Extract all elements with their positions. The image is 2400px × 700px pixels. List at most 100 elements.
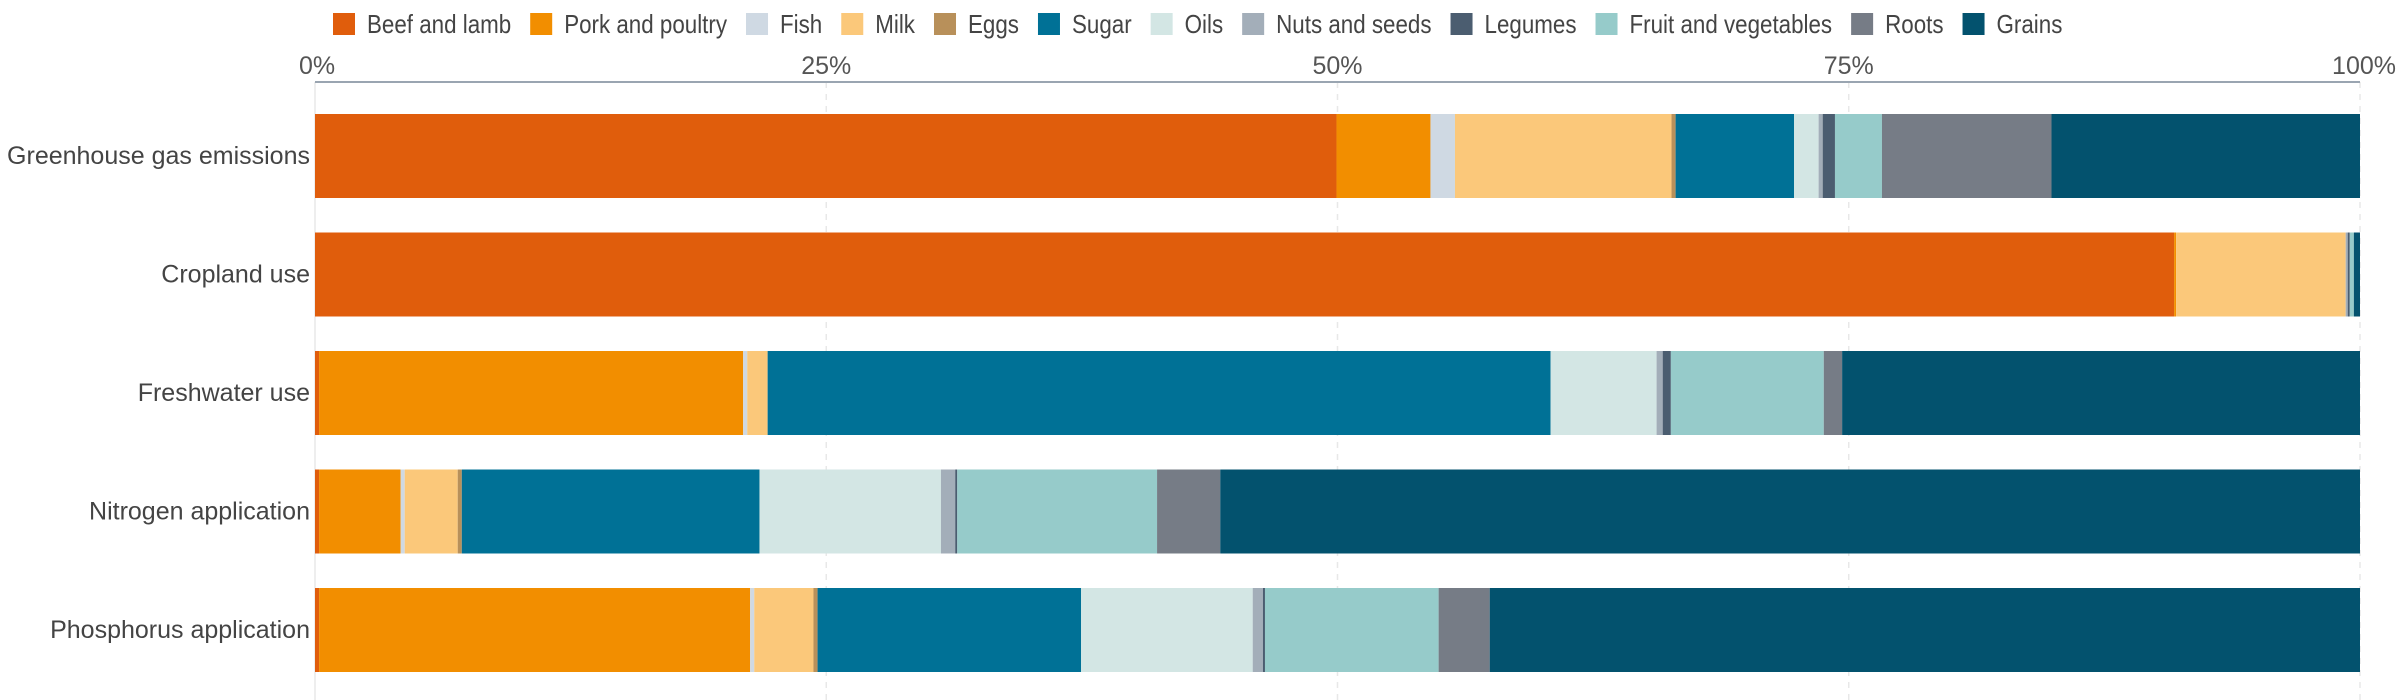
y-category-label: Nitrogen application — [89, 498, 310, 526]
bar-segment-pork-and-poultry[interactable] — [1336, 114, 1431, 198]
x-tick-label: 50% — [1312, 52, 1362, 80]
bar-row-greenhouse-gas-emissions — [315, 114, 2360, 198]
bar-segment-milk[interactable] — [2176, 232, 2346, 317]
bar-row-phosphorus-application — [315, 588, 2360, 672]
y-category-label: Phosphorus application — [50, 616, 310, 644]
bar-segment-roots[interactable] — [1823, 351, 1843, 435]
bar-row-nitrogen-application — [315, 469, 2360, 554]
bar-segment-roots[interactable] — [1881, 114, 2052, 198]
legend-swatch — [530, 13, 553, 35]
legend-swatch — [746, 13, 769, 35]
bar-segment-fruit-and-vegetables[interactable] — [1670, 351, 1824, 435]
legend-item-eggs[interactable]: Eggs — [934, 9, 1019, 39]
bar-segment-milk[interactable] — [754, 588, 814, 672]
bar-segment-legumes[interactable] — [1822, 114, 1835, 198]
legend-label: Pork and poultry — [564, 9, 727, 39]
bar-segment-legumes[interactable] — [2347, 232, 2350, 317]
bar-segment-legumes[interactable] — [1662, 351, 1671, 435]
bar-segment-fish[interactable] — [750, 588, 755, 672]
bar-segment-beef-and-lamb[interactable] — [315, 469, 320, 554]
bar-segment-nuts-and-seeds[interactable] — [1818, 114, 1823, 198]
legend-item-oils[interactable]: Oils — [1150, 9, 1224, 39]
bar-segment-fruit-and-vegetables[interactable] — [957, 469, 1158, 554]
bar-segment-oils[interactable] — [1081, 588, 1253, 672]
bar-segment-grains[interactable] — [1220, 469, 2360, 554]
bar-segment-beef-and-lamb[interactable] — [315, 588, 320, 672]
bar-segment-eggs[interactable] — [1671, 114, 1676, 198]
bar-segment-sugar[interactable] — [1675, 114, 1795, 198]
x-tick-label: 75% — [1824, 52, 1874, 80]
legend-swatch — [841, 13, 864, 35]
bar-segment-fruit-and-vegetables[interactable] — [1834, 114, 1882, 198]
bar-segment-beef-and-lamb[interactable] — [315, 351, 320, 435]
legend-item-legumes[interactable]: Legumes — [1450, 9, 1577, 39]
bar-row-cropland-use — [315, 232, 2360, 317]
legend-item-fish[interactable]: Fish — [746, 9, 822, 39]
bar-segment-milk[interactable] — [1454, 114, 1672, 198]
bar-segment-milk[interactable] — [747, 351, 768, 435]
legend-label: Sugar — [1072, 9, 1132, 39]
legend-label: Fish — [780, 9, 822, 39]
bar-segment-fish[interactable] — [400, 469, 405, 554]
bar-segment-eggs[interactable] — [457, 469, 462, 554]
bar-segment-sugar[interactable] — [817, 588, 1082, 672]
bar-segment-pork-and-poultry[interactable] — [2174, 232, 2177, 317]
bar-segment-sugar[interactable] — [461, 469, 760, 554]
y-category-label: Greenhouse gas emissions — [7, 142, 310, 170]
legend-swatch — [1037, 13, 1060, 35]
bar-segment-nuts-and-seeds[interactable] — [1252, 588, 1263, 672]
bar-segment-nuts-and-seeds[interactable] — [1656, 351, 1663, 435]
bar-row-freshwater-use — [315, 351, 2360, 435]
bar-segment-roots[interactable] — [1438, 588, 1490, 672]
bar-segment-grains[interactable] — [2051, 114, 2360, 198]
bar-segment-legumes[interactable] — [955, 469, 958, 554]
chart-bars — [315, 114, 2360, 672]
legend-item-milk[interactable]: Milk — [841, 9, 916, 39]
legend-swatch — [1851, 13, 1874, 35]
bar-segment-grains[interactable] — [1842, 351, 2360, 435]
x-tick-label: 0% — [299, 52, 335, 80]
bar-segment-pork-and-poultry[interactable] — [319, 469, 401, 554]
bar-segment-fish[interactable] — [743, 351, 748, 435]
legend-label: Grains — [1997, 9, 2063, 39]
bar-segment-nuts-and-seeds[interactable] — [2345, 232, 2348, 317]
legend-item-fruit-and-vegetables[interactable]: Fruit and vegetables — [1595, 9, 1833, 39]
bar-segment-nuts-and-seeds[interactable] — [940, 469, 956, 554]
y-category-label: Freshwater use — [138, 379, 310, 407]
bar-segment-fish[interactable] — [1430, 114, 1455, 198]
bar-segment-roots[interactable] — [1157, 469, 1221, 554]
bar-segment-fruit-and-vegetables[interactable] — [2349, 232, 2354, 317]
y-category-label: Cropland use — [161, 261, 310, 289]
chart-legend: Beef and lamb Pork and poultry Fish Milk Egg… — [333, 9, 2062, 39]
legend-item-sugar[interactable]: Sugar — [1037, 9, 1132, 39]
legend-label: Legumes — [1485, 9, 1577, 39]
legend-swatch — [333, 13, 355, 35]
legend-item-pork-and-poultry[interactable]: Pork and poultry — [530, 9, 727, 39]
bar-segment-pork-and-poultry[interactable] — [319, 351, 744, 435]
bar-segment-grains[interactable] — [2353, 232, 2360, 317]
legend-label: Oils — [1185, 9, 1224, 39]
legend-item-beef-and-lamb[interactable]: Beef and lamb — [333, 9, 511, 39]
legend-item-roots[interactable]: Roots — [1851, 9, 1944, 39]
bar-segment-oils[interactable] — [759, 469, 941, 554]
legend-swatch — [1150, 13, 1173, 35]
legend-swatch — [1450, 13, 1473, 35]
legend-item-nuts-and-seeds[interactable]: Nuts and seeds — [1242, 9, 1432, 39]
x-tick-label: 25% — [801, 52, 851, 80]
bar-segment-legumes[interactable] — [1262, 588, 1265, 672]
bar-segment-grains[interactable] — [1489, 588, 2360, 672]
bar-segment-eggs[interactable] — [813, 588, 818, 672]
bar-segment-beef-and-lamb[interactable] — [315, 232, 2175, 317]
bar-segment-oils[interactable] — [1794, 114, 1819, 198]
legend-swatch — [1962, 13, 1985, 35]
legend-item-grains[interactable]: Grains — [1962, 9, 2063, 39]
bar-segment-pork-and-poultry[interactable] — [319, 588, 751, 672]
bar-segment-sugar[interactable] — [767, 351, 1551, 435]
bar-segment-milk[interactable] — [404, 469, 458, 554]
bar-segment-fruit-and-vegetables[interactable] — [1264, 588, 1439, 672]
bar-segment-beef-and-lamb[interactable] — [315, 114, 1337, 198]
legend-label: Eggs — [968, 9, 1019, 39]
bar-segment-oils[interactable] — [1550, 351, 1657, 435]
y-axis: Greenhouse gas emissions Cropland use Fres… — [7, 142, 310, 644]
